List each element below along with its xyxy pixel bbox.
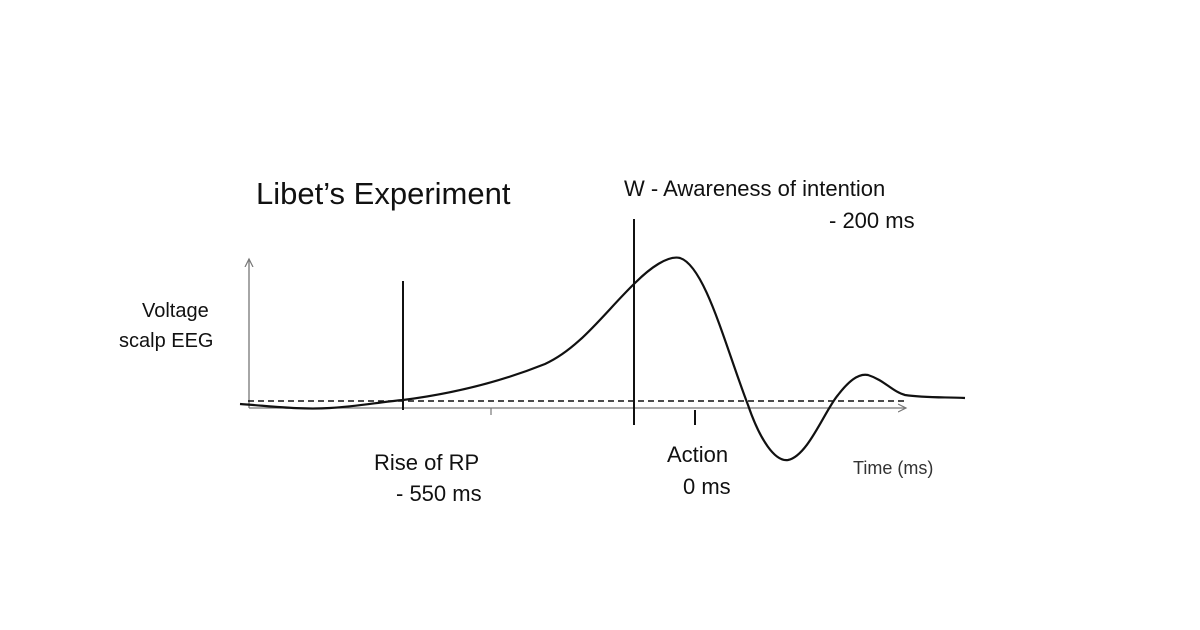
diagram-title: Libet’s Experiment — [256, 176, 511, 211]
action-time: 0 ms — [683, 474, 731, 499]
rise-of-rp-time: - 550 ms — [396, 481, 482, 506]
y-axis-label-line1: Voltage — [142, 300, 209, 322]
rise-of-rp-label: Rise of RP — [374, 450, 480, 475]
action-label: Action — [667, 442, 729, 467]
w-awareness-label: W - Awareness of intention — [624, 176, 886, 201]
y-axis-label-line2: scalp EEG — [119, 330, 214, 352]
w-awareness-time: - 200 ms — [829, 208, 915, 233]
eeg-curve — [239, 256, 966, 462]
x-axis-label: Time (ms) — [853, 458, 934, 478]
